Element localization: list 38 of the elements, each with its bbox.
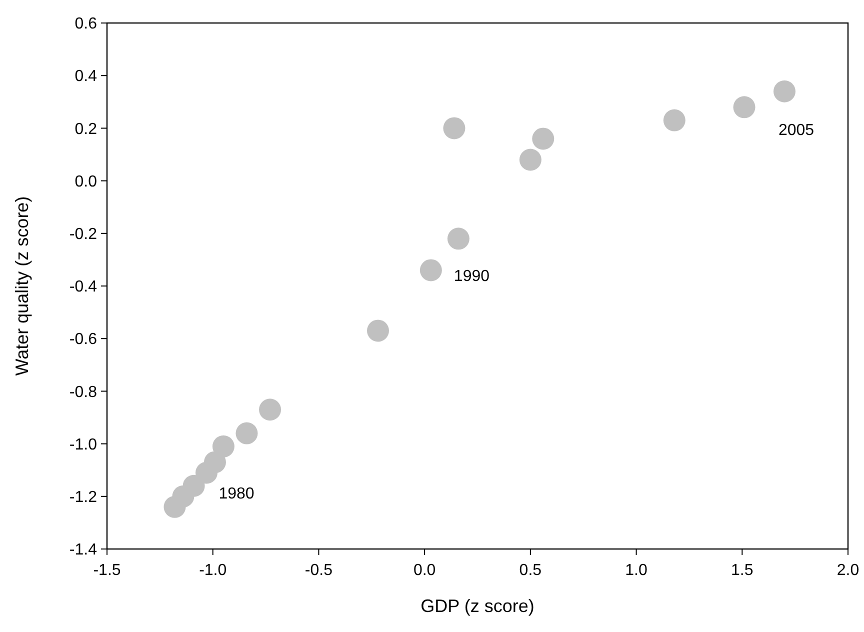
annotation: 1990: [454, 268, 490, 285]
point: [236, 422, 258, 444]
x-tick-label: -1.0: [199, 562, 227, 579]
y-tick-label: 0.4: [74, 68, 98, 86]
y-tick-label: -0.4: [69, 278, 98, 296]
x-axis-title: GDP (z score): [420, 596, 534, 616]
x-tick-label: -0.5: [304, 562, 333, 579]
point: [519, 148, 542, 171]
point: [366, 320, 389, 342]
x-tick-label: 0.5: [519, 562, 542, 579]
y-axis-title: Water quality (z score): [12, 196, 32, 376]
point: [182, 474, 205, 497]
y-tick-label: 0.6: [74, 16, 98, 33]
y-tick-label: -0.8: [69, 384, 98, 401]
point: [532, 128, 554, 150]
point: [212, 435, 234, 458]
point: [204, 451, 226, 474]
y-tick-label: -0.2: [69, 226, 98, 243]
annotation: 2005: [778, 122, 814, 139]
x-tick-label: 0.0: [413, 562, 436, 579]
y-tick-label: -1.2: [69, 489, 98, 506]
y-tick-label: 0.0: [74, 173, 98, 190]
point: [259, 398, 282, 421]
x-tick-label: 1.5: [731, 562, 754, 579]
y-tick-label: -1.4: [69, 542, 98, 559]
y-tick-label: -1.0: [69, 436, 98, 454]
point: [733, 96, 756, 118]
x-tick-label: 2.0: [836, 562, 860, 579]
y-tick-label: -0.6: [69, 331, 98, 348]
x-tick-label: 1.0: [625, 562, 648, 579]
point: [773, 80, 796, 102]
point: [420, 259, 442, 282]
point: [447, 228, 470, 250]
point: [443, 117, 466, 140]
y-tick-label: 0.2: [74, 120, 98, 138]
x-tick-label: -1.5: [93, 562, 121, 579]
point: [663, 109, 686, 132]
annotation: 1980: [218, 486, 254, 503]
